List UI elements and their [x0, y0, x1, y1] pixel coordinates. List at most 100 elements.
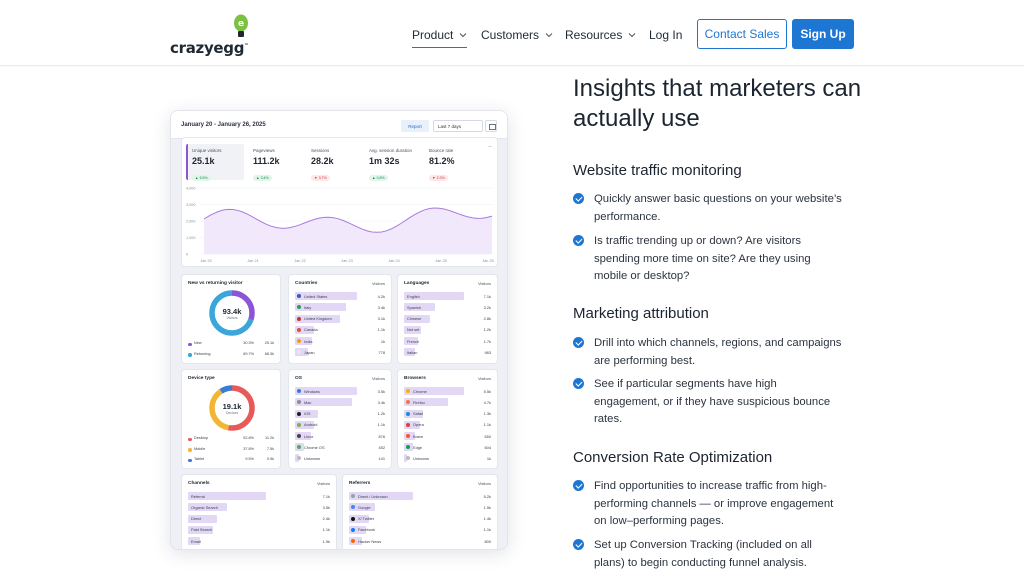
os-icon	[297, 400, 301, 405]
value-bar	[295, 314, 341, 323]
nav-product[interactable]: Product	[412, 28, 468, 48]
list-item[interactable]: iOS 1.2k	[295, 408, 385, 419]
more-options-icon[interactable]: ···	[488, 144, 492, 150]
nav-product-label: Product	[412, 28, 454, 42]
list-item[interactable]: Opera 1.1k	[404, 420, 491, 431]
list-item[interactable]: Referral 7.1k	[188, 491, 330, 502]
list-item[interactable]: Windows 3.5k	[295, 386, 385, 397]
list-item[interactable]: Organic Search 3.5k	[188, 502, 330, 513]
metric-tile[interactable]: Unique visitors 25.1k ▲ 5.5%	[186, 144, 244, 181]
browsers-icon	[406, 411, 410, 416]
metric-tile[interactable]: Avg. session duration 1m 32s ▲ 0.8%	[365, 144, 423, 181]
crazyegg-logo[interactable]: e crazyegg™	[170, 14, 260, 58]
panel-title: Referrers	[349, 481, 371, 486]
value-bar	[404, 314, 431, 323]
item-value: 983	[484, 349, 492, 355]
list-item[interactable]: Google 1.5k	[349, 502, 491, 513]
overview-panel: ··· Unique visitors 25.1k ▲ 5.5% Pageviews 1…	[181, 137, 498, 267]
metric-tile[interactable]: Bounce rate 81.2% ▼ 2.3%	[425, 144, 483, 181]
donut-slice	[209, 290, 255, 336]
value-bar	[404, 348, 415, 357]
metric-tile[interactable]: Pageviews 111.2k ▲ 3.4%	[249, 144, 307, 181]
list-item[interactable]: Direct 2.4k	[188, 513, 330, 524]
list-item[interactable]: X/ Twitter 1.4k	[349, 513, 491, 524]
item-label: Firefox	[413, 399, 425, 405]
bullet-text: Drill into which channels, regions, and …	[594, 337, 842, 367]
list-item[interactable]: United Kingdom 3.1k	[295, 313, 385, 324]
contact-sales-button[interactable]: Contact Sales	[697, 19, 787, 49]
list-item[interactable]: Hacker News 800	[349, 536, 491, 547]
metric-tile[interactable]: Sessions 28.2k ▼ 3.7%	[307, 144, 365, 181]
calendar-icon[interactable]	[485, 120, 497, 132]
list-item[interactable]: Linux 876	[295, 431, 385, 442]
check-icon	[573, 539, 584, 550]
device-type-panel: Device type 19.1k Devices Desktop 52.8% 11.…	[181, 369, 281, 469]
browsers-icon	[406, 456, 410, 461]
legend-dot	[188, 353, 192, 357]
value-bar	[349, 536, 363, 545]
item-value: 2.8k	[483, 316, 491, 322]
list-item[interactable]: French 1.7k	[404, 336, 491, 347]
legend-row: Desktop 52.8% 11.2k	[188, 436, 274, 444]
list-item[interactable]: Facebook 1.1k	[349, 525, 491, 536]
y-tick-label: 4,000	[186, 187, 196, 191]
chevron-down-icon	[460, 33, 467, 38]
page-headline: Insights that marketers can actually use	[573, 75, 862, 132]
item-label: Italy	[304, 304, 312, 310]
item-value: 4.7k	[483, 399, 491, 405]
legend-row: New 30.3% 25.1k	[188, 341, 274, 349]
list-item[interactable]: Chrome 5.5k	[404, 386, 491, 397]
list-item[interactable]: Chinese 2.8k	[404, 313, 491, 324]
date-range-select[interactable]: Last 7 days	[433, 120, 483, 132]
item-value: 1.3k	[483, 411, 491, 417]
list-item[interactable]: Spanish 3.2k	[404, 302, 491, 313]
metric-delta-value: 3.4%	[260, 176, 269, 180]
list-item[interactable]: Edge 604	[404, 442, 491, 453]
value-bar	[349, 492, 414, 501]
list-item[interactable]: Direct / Unknown 5.2k	[349, 491, 491, 502]
donut-center-label: Devices	[226, 411, 238, 415]
item-label: Mac	[304, 399, 312, 405]
metric-value: 111.2k	[253, 156, 280, 166]
column-header: Visitors	[316, 481, 330, 486]
list-item[interactable]: Firefox 4.7k	[404, 397, 491, 408]
list-item[interactable]: Italian 983	[404, 347, 491, 358]
list-item[interactable]: Not set 1.2k	[404, 325, 491, 336]
item-value: 1.4k	[483, 516, 491, 522]
os-icon	[297, 422, 301, 427]
value-bar	[349, 503, 375, 512]
list-item[interactable]: Paid Search 1.1k	[188, 525, 330, 536]
sign-up-button[interactable]: Sign Up	[792, 19, 854, 49]
browsers-icon	[406, 433, 410, 438]
list-item[interactable]: Canada 1.1k	[295, 325, 385, 336]
chevron-down-icon	[629, 33, 636, 38]
nav-customers[interactable]: Customers	[481, 28, 553, 42]
list-item[interactable]: Mac 3.4k	[295, 397, 385, 408]
item-value: 5.5k	[483, 388, 491, 394]
report-button[interactable]: Report	[401, 120, 429, 132]
item-value: 3.4k	[377, 399, 385, 405]
bullet-text: Set up Conversion Tracking (included on …	[594, 539, 812, 569]
item-value: 1.2k	[377, 411, 385, 417]
list-item[interactable]: Android 1.1k	[295, 420, 385, 431]
item-label: Edge	[413, 444, 423, 450]
list-item[interactable]: India 1k	[295, 336, 385, 347]
list-item[interactable]: English 7.1k	[404, 291, 491, 302]
list-item[interactable]: Unknown 141	[295, 453, 385, 464]
list-item[interactable]: Japan 778	[295, 347, 385, 358]
x-tick-label: Jan 20	[200, 259, 211, 263]
list-item[interactable]: Brave 650	[404, 431, 491, 442]
metric-delta-value: 2.3%	[436, 176, 445, 180]
value-bar	[404, 387, 464, 396]
list-item[interactable]: Italy 3.4k	[295, 302, 385, 313]
list-item[interactable]: Email 1.9k	[188, 536, 330, 547]
item-label: Direct / Unknown	[358, 493, 388, 499]
list-item[interactable]: Safari 1.3k	[404, 408, 491, 419]
list-item[interactable]: Unknown 1k	[404, 453, 491, 464]
list-item[interactable]: Chrome OS 452	[295, 442, 385, 453]
check-icon	[573, 193, 584, 204]
nav-resources[interactable]: Resources	[565, 28, 636, 42]
report-button-label: Report	[408, 123, 422, 129]
list-item[interactable]: United States 4.2k	[295, 291, 385, 302]
nav-login[interactable]: Log In	[649, 28, 682, 42]
